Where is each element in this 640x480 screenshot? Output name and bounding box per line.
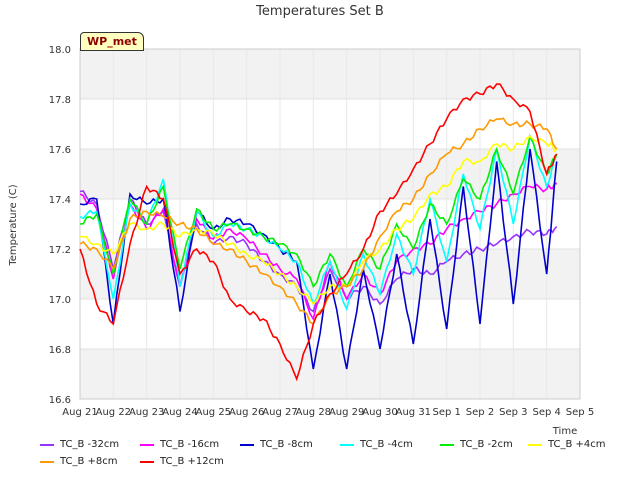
legend-swatch — [40, 460, 54, 463]
band — [80, 349, 580, 399]
series-lines — [79, 83, 558, 382]
x-tick-label: Aug 24 — [162, 407, 197, 418]
gridlines — [79, 48, 581, 400]
x-tick-label: Aug 27 — [262, 407, 297, 418]
series-line-tc-b-8cm — [79, 148, 558, 370]
y-tick-label: 17.4 — [49, 195, 71, 206]
legend-item: TC_B -2cm — [440, 439, 528, 450]
legend-item: TC_B +4cm — [528, 439, 618, 450]
legend-label: TC_B -4cm — [360, 439, 413, 450]
band — [80, 49, 580, 99]
legend-item: TC_B +12cm — [140, 456, 240, 467]
legend-swatch — [528, 443, 542, 446]
legend-swatch — [140, 460, 154, 463]
legend-swatch — [140, 443, 154, 446]
legend-label: TC_B -32cm — [60, 439, 120, 450]
y-tick-label: 17.0 — [49, 295, 71, 306]
legend-item: TC_B -8cm — [240, 439, 340, 450]
x-tick-label: Aug 30 — [362, 407, 397, 418]
legend-swatch — [340, 443, 354, 446]
legend-label: TC_B -8cm — [260, 439, 313, 450]
legend-swatch — [440, 443, 454, 446]
x-tick-label: Aug 22 — [96, 407, 131, 418]
x-tick-label: Aug 28 — [296, 407, 331, 418]
legend-label: TC_B +8cm — [60, 456, 118, 467]
legend-row: TC_B -32cm TC_B -16cm TC_B -8cm TC_B -4cm TC… — [40, 436, 640, 453]
x-axis-label: Time — [552, 426, 577, 437]
legend-item: TC_B +8cm — [40, 456, 140, 467]
x-tick-label: Sep 4 — [532, 407, 560, 418]
series-line-tc-b-2cm — [79, 134, 558, 289]
plot-bands — [80, 49, 580, 399]
series-line-tc-b-12cm — [79, 83, 558, 382]
y-tick-label: 17.8 — [49, 95, 71, 106]
legend-label: TC_B -2cm — [460, 439, 513, 450]
legend-swatch — [240, 443, 254, 446]
x-tick-label: Aug 25 — [196, 407, 231, 418]
x-tick-label: Sep 5 — [566, 407, 594, 418]
x-tick-label: Sep 2 — [466, 407, 494, 418]
legend-label: TC_B +4cm — [548, 439, 606, 450]
legend-row: TC_B +8cm TC_B +12cm — [40, 453, 640, 470]
x-tick-label: Sep 1 — [432, 407, 460, 418]
x-tick-label: Aug 29 — [329, 407, 364, 418]
x-tick-label: Aug 23 — [129, 407, 164, 418]
legend-swatch — [40, 443, 54, 446]
y-tick-label: 17.6 — [49, 145, 71, 156]
chart-title: Temperatures Set B — [255, 4, 384, 19]
station-badge: WP_met — [80, 32, 144, 51]
y-tick-label: 17.2 — [49, 245, 71, 256]
x-tick-label: Aug 26 — [229, 407, 264, 418]
y-tick-labels: 16.6 16.8 17.0 17.2 17.4 17.6 17.8 18.0 — [49, 45, 71, 406]
y-axis-label: Temperature (C) — [8, 184, 19, 266]
x-tick-label: Aug 31 — [396, 407, 431, 418]
series-line-tc-b-4cm — [79, 133, 558, 312]
legend-item: TC_B -4cm — [340, 439, 440, 450]
legend: TC_B -32cm TC_B -16cm TC_B -8cm TC_B -4cm TC… — [40, 436, 640, 470]
x-tick-label: Aug 21 — [62, 407, 97, 418]
plot-frame — [79, 48, 581, 400]
y-tick-label: 16.6 — [49, 395, 71, 406]
legend-label: TC_B +12cm — [160, 456, 224, 467]
y-tick-label: 16.8 — [49, 345, 71, 356]
legend-item: TC_B -32cm — [40, 439, 140, 450]
x-tick-label: Sep 3 — [499, 407, 527, 418]
legend-label: TC_B -16cm — [160, 439, 220, 450]
series-line-tc-b-4cm — [79, 135, 558, 306]
legend-item: TC_B -16cm — [140, 439, 240, 450]
y-tick-label: 18.0 — [49, 45, 71, 56]
